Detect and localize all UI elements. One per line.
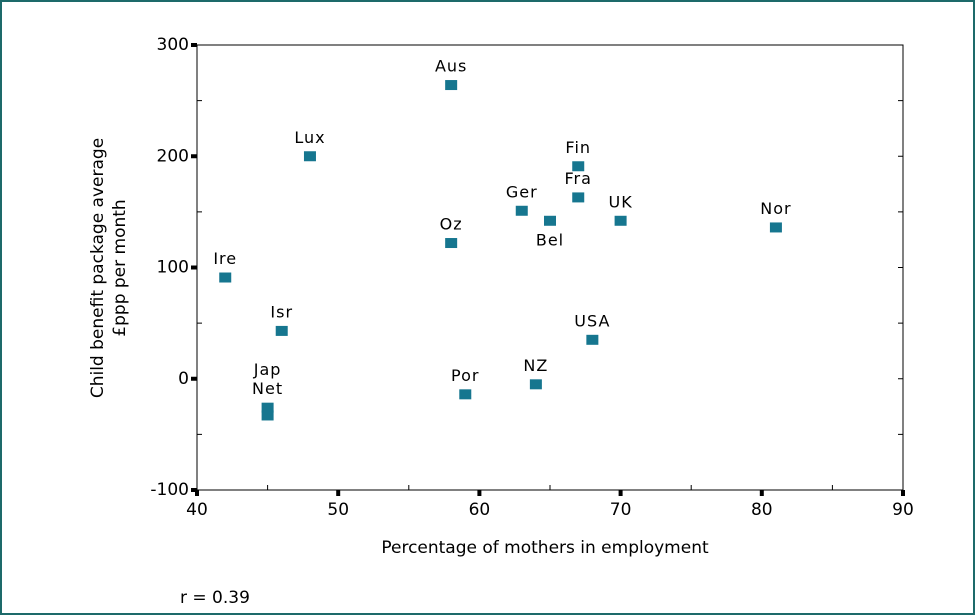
y-tick-label: -100 <box>150 480 189 500</box>
point <box>261 402 274 413</box>
point-label: USA <box>574 311 610 330</box>
x-tick-label: 60 <box>469 500 491 520</box>
point-label: Net <box>252 379 283 398</box>
point <box>572 161 585 172</box>
y-tick-label: 300 <box>157 35 189 55</box>
point-label: Jap <box>253 360 282 379</box>
point-label: Ger <box>506 182 538 201</box>
y-tick-label: 100 <box>157 258 189 278</box>
point <box>515 205 528 216</box>
x-tick-label: 80 <box>751 500 773 520</box>
point <box>275 325 288 336</box>
x-tick-label: 40 <box>186 500 208 520</box>
point <box>303 151 316 162</box>
point-label: Nor <box>760 199 791 218</box>
point-label: Por <box>451 366 479 385</box>
y-axis-label: £ppp per month <box>110 199 130 336</box>
point-label: NZ <box>523 356 548 375</box>
x-axis-label: Percentage of mothers in employment <box>381 538 709 558</box>
y-axis-label: Child benefit package average <box>88 138 108 398</box>
point-label: UK <box>608 192 632 211</box>
point-label: Fra <box>565 169 592 188</box>
point <box>529 379 542 390</box>
x-tick-label: 70 <box>610 500 632 520</box>
x-tick-label: 50 <box>327 500 349 520</box>
x-tick-label: 90 <box>892 500 914 520</box>
annotation: r = 0.39 <box>180 588 250 608</box>
point-label: Lux <box>294 128 325 147</box>
point-label: Isr <box>270 302 293 321</box>
point <box>459 389 472 400</box>
point-label: Fin <box>565 138 591 157</box>
point-label: Ire <box>213 249 237 268</box>
y-tick-label: 0 <box>178 369 189 389</box>
point-label: Bel <box>536 230 564 249</box>
point-label: Oz <box>440 215 463 234</box>
point <box>544 215 556 226</box>
point <box>445 238 458 249</box>
point <box>572 192 585 203</box>
point <box>219 272 232 283</box>
point-label: Aus <box>435 57 467 76</box>
point <box>586 334 599 345</box>
point <box>445 80 458 91</box>
plot-frame <box>196 44 904 491</box>
point <box>769 222 782 233</box>
point <box>261 410 274 421</box>
point <box>614 215 627 226</box>
y-tick-label: 200 <box>157 146 189 166</box>
